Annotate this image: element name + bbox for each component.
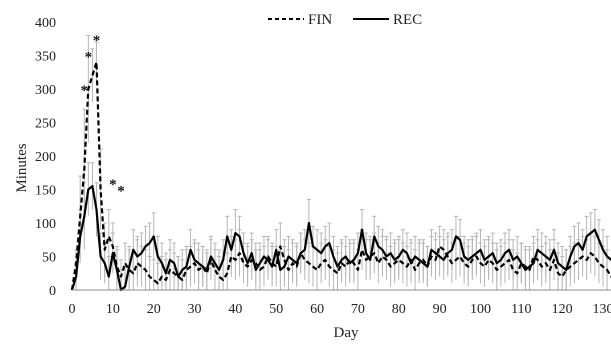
annotations: **** * [81, 33, 125, 200]
x-tick-labels: 0102030405060708090100110120130140 [69, 302, 611, 317]
x-tick-label: 90 [433, 302, 447, 317]
y-tick-label: 0 [49, 284, 56, 299]
x-tick-label: 80 [392, 302, 406, 317]
y-tick-label: 300 [35, 83, 56, 98]
x-tick-label: 10 [106, 302, 120, 317]
significance-marker: * [109, 177, 117, 193]
x-tick-label: 40 [228, 302, 242, 317]
x-tick-label: 60 [310, 302, 324, 317]
x-tick-label: 120 [552, 302, 573, 317]
x-tick-label: 30 [188, 302, 202, 317]
y-tick-label: 200 [35, 150, 56, 165]
x-tick-label: 130 [593, 302, 611, 317]
x-tick-label: 110 [511, 302, 531, 317]
y-tick-label: 350 [35, 50, 56, 65]
x-tick-label: 70 [351, 302, 365, 317]
x-tick-label: 50 [269, 302, 283, 317]
y-tick-label: 250 [35, 117, 56, 132]
error-bars [74, 34, 610, 290]
legend-fin-label: FIN [308, 12, 332, 28]
significance-marker: * [117, 184, 125, 200]
y-tick-label: 50 [42, 251, 56, 266]
legend: FIN REC [268, 12, 422, 28]
y-tick-labels: 0 50 100 150 200 250 300 350 400 [35, 16, 56, 299]
x-tick-label: 100 [470, 302, 491, 317]
y-tick-label: 400 [35, 16, 56, 31]
y-tick-label: 150 [35, 184, 56, 199]
series-line-rec [70, 185, 611, 292]
significance-marker: * [93, 33, 101, 49]
significance-marker: * [85, 50, 93, 66]
significance-marker: * [81, 83, 89, 99]
legend-rec-label: REC [393, 12, 422, 28]
y-tick-label: 100 [35, 217, 56, 232]
series-line-fin [70, 61, 611, 291]
series-lines [70, 61, 611, 292]
x-tick-label: 0 [69, 302, 76, 317]
y-axis-title: Minutes [14, 143, 30, 192]
x-tick-label: 20 [147, 302, 161, 317]
x-axis-title: Day [334, 325, 359, 341]
